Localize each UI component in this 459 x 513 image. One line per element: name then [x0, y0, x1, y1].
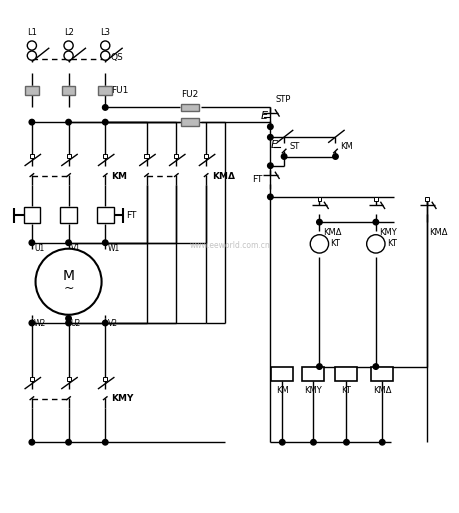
Circle shape — [379, 440, 384, 445]
Bar — [180, 104, 199, 111]
Circle shape — [267, 134, 273, 140]
Circle shape — [66, 320, 71, 326]
Bar — [180, 119, 199, 126]
Circle shape — [310, 440, 315, 445]
Text: M: M — [62, 269, 74, 283]
Text: L1: L1 — [27, 28, 37, 37]
Bar — [25, 86, 39, 95]
Text: KM: KM — [111, 172, 127, 181]
Text: KMΔ: KMΔ — [211, 172, 234, 181]
Text: U2: U2 — [71, 319, 81, 328]
Bar — [67, 153, 71, 157]
Bar — [335, 367, 357, 381]
Bar — [373, 197, 377, 201]
Circle shape — [101, 41, 110, 50]
Bar — [60, 207, 77, 223]
Circle shape — [101, 51, 110, 60]
Circle shape — [102, 240, 108, 246]
Circle shape — [267, 163, 273, 168]
Circle shape — [29, 440, 34, 445]
Circle shape — [35, 249, 101, 315]
Bar — [370, 367, 392, 381]
Circle shape — [27, 51, 36, 60]
Text: V1: V1 — [71, 244, 81, 253]
Circle shape — [372, 364, 378, 369]
Circle shape — [64, 41, 73, 50]
Text: W1: W1 — [108, 244, 120, 253]
Text: KT: KT — [341, 386, 351, 395]
Bar — [98, 86, 112, 95]
Text: KMΔ: KMΔ — [322, 228, 341, 236]
Text: ~: ~ — [63, 282, 73, 294]
Circle shape — [29, 120, 34, 125]
Text: E: E — [260, 111, 267, 121]
Text: KT: KT — [386, 240, 396, 248]
Circle shape — [372, 220, 378, 225]
Bar — [30, 378, 34, 382]
Text: KM: KM — [275, 386, 288, 395]
Bar — [144, 153, 148, 157]
Text: KMY: KMY — [111, 394, 133, 403]
Circle shape — [102, 120, 108, 125]
Bar — [97, 207, 113, 223]
Bar — [62, 86, 75, 95]
Circle shape — [102, 440, 108, 445]
Bar — [302, 367, 324, 381]
Circle shape — [267, 194, 273, 200]
Text: E: E — [270, 140, 277, 150]
Text: STP: STP — [275, 95, 291, 104]
Circle shape — [332, 154, 337, 159]
Circle shape — [66, 315, 71, 321]
Circle shape — [29, 320, 34, 326]
Circle shape — [66, 440, 71, 445]
Circle shape — [102, 105, 108, 110]
Circle shape — [66, 240, 71, 246]
Text: U1: U1 — [34, 244, 45, 253]
Circle shape — [279, 440, 285, 445]
Circle shape — [64, 51, 73, 60]
Circle shape — [66, 120, 71, 125]
Text: FT: FT — [126, 211, 136, 220]
Text: L2: L2 — [63, 28, 73, 37]
Bar — [174, 153, 178, 157]
Bar — [103, 378, 107, 382]
Bar — [23, 207, 40, 223]
Text: FT: FT — [252, 175, 262, 184]
Text: QS: QS — [111, 53, 123, 62]
Text: KT: KT — [330, 240, 340, 248]
Circle shape — [343, 440, 348, 445]
Text: KMΔ: KMΔ — [429, 228, 447, 236]
Bar — [67, 378, 71, 382]
Circle shape — [102, 320, 108, 326]
Text: L3: L3 — [100, 28, 110, 37]
Text: KMΔ: KMΔ — [372, 386, 391, 395]
Text: www.eeworld.com.cn: www.eeworld.com.cn — [189, 241, 270, 249]
Text: FU2: FU2 — [181, 90, 198, 99]
Circle shape — [29, 240, 34, 246]
Circle shape — [281, 154, 286, 159]
Text: W2: W2 — [34, 319, 46, 328]
Text: ST: ST — [289, 143, 299, 151]
Circle shape — [267, 124, 273, 129]
Text: V2: V2 — [107, 319, 118, 328]
Text: KMY: KMY — [304, 386, 322, 395]
Circle shape — [27, 41, 36, 50]
Circle shape — [366, 235, 384, 253]
Bar — [204, 153, 208, 157]
Text: KMY: KMY — [379, 228, 397, 236]
Bar — [317, 197, 320, 201]
Text: KM: KM — [339, 143, 352, 151]
Bar — [103, 153, 107, 157]
Bar — [271, 367, 293, 381]
Circle shape — [309, 235, 328, 253]
Text: FU1: FU1 — [111, 86, 128, 95]
Circle shape — [316, 364, 321, 369]
Circle shape — [316, 220, 321, 225]
Bar — [30, 153, 34, 157]
Bar — [425, 197, 428, 201]
